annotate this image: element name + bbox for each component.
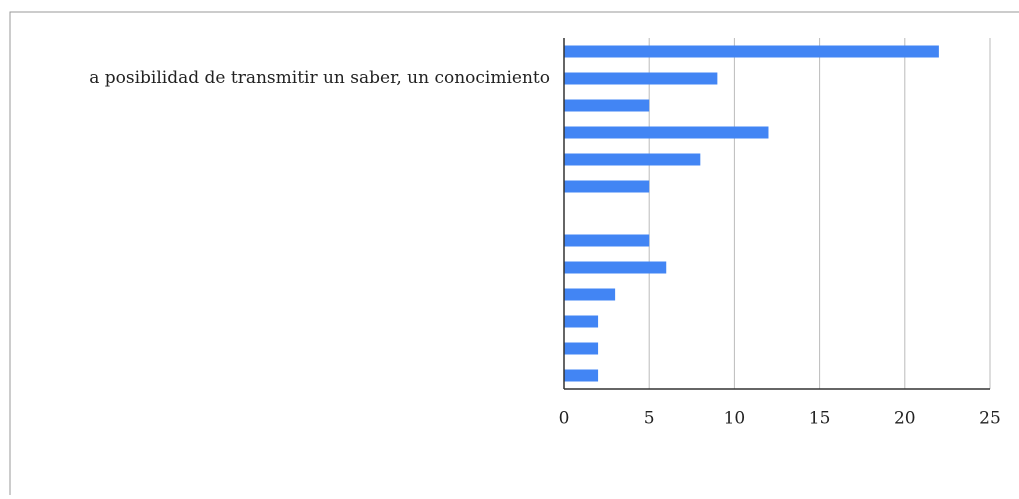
bar — [564, 342, 599, 355]
x-tick-label: 20 — [894, 409, 916, 429]
bar — [564, 369, 599, 382]
x-tick-label: 5 — [644, 409, 655, 429]
bar — [564, 315, 599, 328]
bar — [564, 288, 616, 301]
x-tick-label: 10 — [724, 409, 746, 429]
x-tick-label: 25 — [979, 409, 1001, 429]
x-tick-label: 0 — [559, 409, 570, 429]
bar — [564, 261, 667, 274]
bar — [564, 45, 939, 58]
y-tick-label: a posibilidad de transmitir un saber, un… — [89, 68, 550, 88]
bar — [564, 234, 650, 247]
bar — [564, 126, 769, 139]
bar — [564, 72, 718, 85]
bar — [564, 180, 650, 193]
frame — [9, 11, 1019, 495]
bar — [564, 153, 701, 166]
x-tick-label: 15 — [809, 409, 831, 429]
bar — [564, 99, 650, 112]
